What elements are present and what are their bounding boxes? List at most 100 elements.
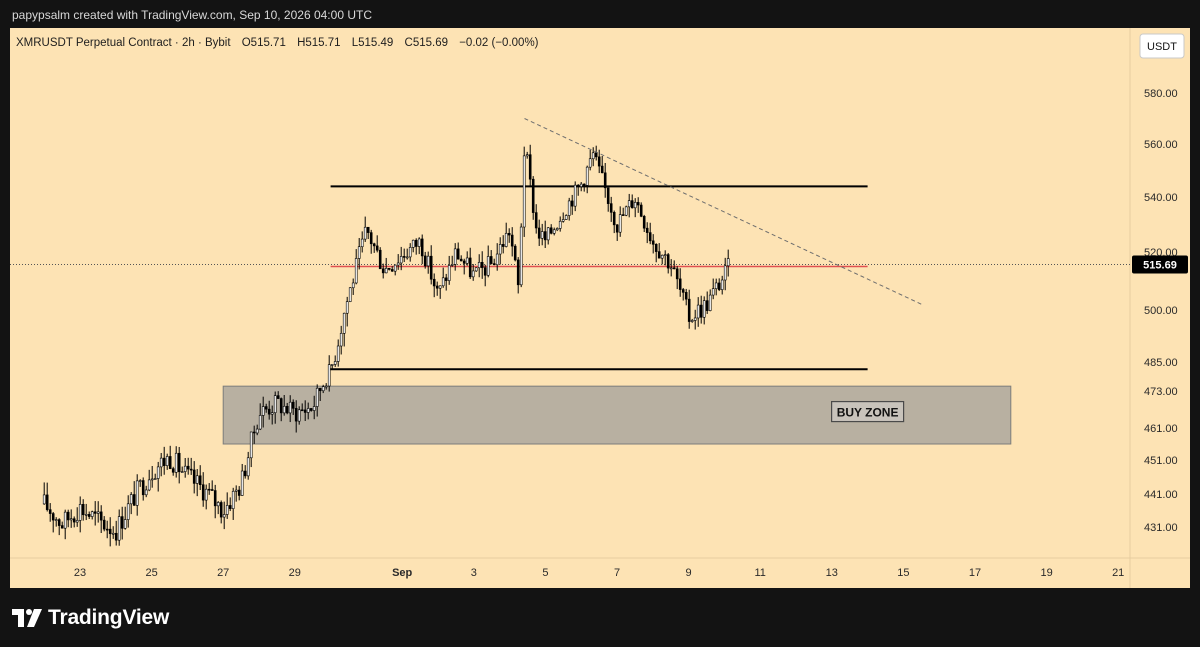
- candle-body: [147, 479, 151, 491]
- candle: [162, 446, 166, 475]
- candle-body: [537, 227, 541, 239]
- candle-body: [303, 409, 307, 413]
- candle-body: [603, 172, 607, 189]
- candle: [678, 268, 682, 297]
- candle: [618, 206, 622, 237]
- candle-body: [621, 214, 625, 216]
- candle-body: [135, 480, 139, 506]
- candle-body: [531, 178, 535, 213]
- candle: [75, 507, 79, 527]
- candle: [375, 235, 379, 253]
- candle: [348, 287, 352, 303]
- candle: [252, 425, 256, 444]
- candle-body: [75, 520, 79, 523]
- candle-body: [81, 504, 85, 516]
- candle: [420, 234, 424, 265]
- candle: [357, 238, 361, 270]
- candle: [69, 509, 73, 528]
- candle-body: [366, 226, 370, 233]
- candle: [588, 150, 592, 171]
- candle-body: [660, 254, 664, 259]
- candle: [570, 194, 574, 215]
- candle-body: [453, 248, 457, 265]
- candle: [387, 267, 391, 271]
- candle: [717, 278, 721, 292]
- price-chart[interactable]: BUY ZONE 515.69 580.00 560.00 540.00 520.00…: [10, 28, 1190, 588]
- candle-body: [213, 490, 217, 507]
- candle: [444, 273, 448, 291]
- candle-body: [78, 504, 82, 521]
- candle-body: [423, 255, 427, 267]
- candle-body: [405, 256, 409, 259]
- candle: [555, 227, 559, 232]
- candle: [120, 506, 124, 540]
- ohlc-change: −0.02 (−0.00%): [459, 37, 538, 49]
- candle: [675, 266, 679, 290]
- candle: [312, 395, 316, 420]
- candle-body: [546, 227, 550, 241]
- candle: [690, 318, 694, 323]
- candle-body: [534, 212, 538, 229]
- candle: [471, 264, 475, 281]
- last-price-label: 515.69: [1143, 259, 1177, 271]
- candle: [399, 246, 403, 271]
- candle-body: [636, 202, 640, 206]
- candle-body: [192, 469, 196, 484]
- candle-body: [564, 215, 568, 220]
- symbol-ohlc-line: XMRUSDT Perpetual Contract · 2h · Bybit …: [16, 37, 539, 49]
- candle-body: [357, 246, 361, 259]
- candle: [270, 405, 274, 425]
- candle: [669, 259, 673, 277]
- candle: [546, 227, 550, 245]
- candle-body: [582, 183, 586, 186]
- candle: [186, 457, 190, 475]
- candle-body: [360, 238, 364, 248]
- candle: [168, 445, 172, 470]
- tradingview-logo[interactable]: TradingView: [12, 606, 169, 630]
- candle-body: [702, 300, 706, 318]
- candle: [525, 151, 529, 159]
- candle: [414, 238, 418, 255]
- candle: [216, 501, 220, 515]
- candle: [240, 463, 244, 496]
- candle-body: [336, 345, 340, 362]
- candle: [657, 243, 661, 259]
- candle-body: [207, 488, 211, 491]
- x-tick-label: 27: [217, 567, 229, 579]
- candle-body: [525, 154, 529, 157]
- candle: [378, 247, 382, 270]
- candle: [390, 266, 394, 272]
- author-credit: papypsalm created with TradingView.com, …: [12, 8, 372, 22]
- candle-body: [549, 227, 553, 234]
- candle-body: [663, 254, 667, 256]
- candle-body: [393, 264, 397, 272]
- candle-body: [84, 514, 88, 516]
- candle-body: [120, 516, 124, 529]
- candle: [63, 509, 67, 540]
- candle: [84, 503, 88, 521]
- candle: [315, 384, 319, 417]
- candle: [78, 496, 82, 533]
- candle: [429, 245, 433, 285]
- candle-body: [489, 256, 493, 264]
- candle-body: [375, 245, 379, 251]
- candle-body: [66, 511, 70, 521]
- candle-body: [456, 248, 460, 260]
- candle: [102, 516, 106, 532]
- x-tick-label: 15: [897, 567, 909, 579]
- candle-body: [450, 264, 454, 266]
- candle: [237, 486, 241, 501]
- candle-body: [297, 409, 301, 422]
- candle-body: [246, 457, 250, 477]
- candle: [333, 355, 337, 367]
- candle: [363, 216, 367, 242]
- candle: [408, 243, 412, 262]
- candle: [309, 407, 313, 412]
- candle-body: [321, 386, 325, 392]
- currency-button[interactable]: USDT: [1139, 33, 1185, 59]
- candle: [231, 487, 235, 520]
- candle-body: [294, 408, 298, 422]
- candle-body: [282, 405, 286, 414]
- candle: [345, 296, 349, 327]
- y-tick-label: 500.00: [1144, 305, 1178, 317]
